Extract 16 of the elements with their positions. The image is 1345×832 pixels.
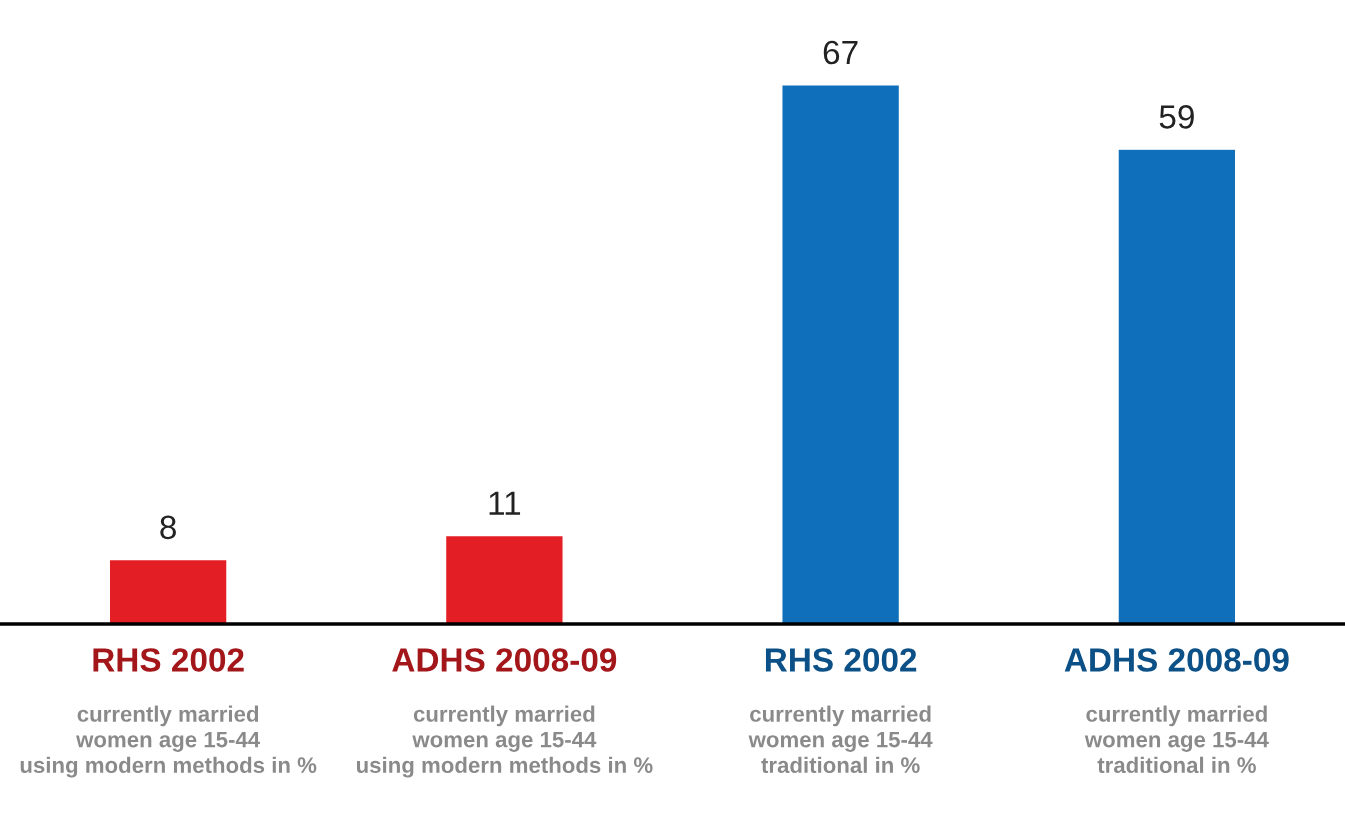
bar <box>108 558 228 624</box>
text: currently married women age 15-44 traditional in % <box>1084 705 1269 774</box>
text: currently married women age 15-44 using modern methods in % <box>20 705 317 778</box>
x-tick-label: RHS 2002 <box>765 648 917 672</box>
x-tick-label: ADHS 2008-09 <box>392 648 617 672</box>
text: currently married women age 15-44 traditional in % <box>748 705 933 774</box>
text: currently married women age 15-44 using modern methods in % <box>356 705 653 778</box>
bar <box>444 534 564 624</box>
bar <box>1117 148 1237 624</box>
data-label: 11 <box>489 491 521 515</box>
data-label: 67 <box>823 40 858 65</box>
data-label: 8 <box>160 515 176 540</box>
x-tick-label: ADHS 2008-09 <box>1064 648 1289 672</box>
data-label: 59 <box>1159 105 1194 129</box>
bar <box>781 84 901 624</box>
x-tick-label: RHS 2002 <box>93 648 244 672</box>
